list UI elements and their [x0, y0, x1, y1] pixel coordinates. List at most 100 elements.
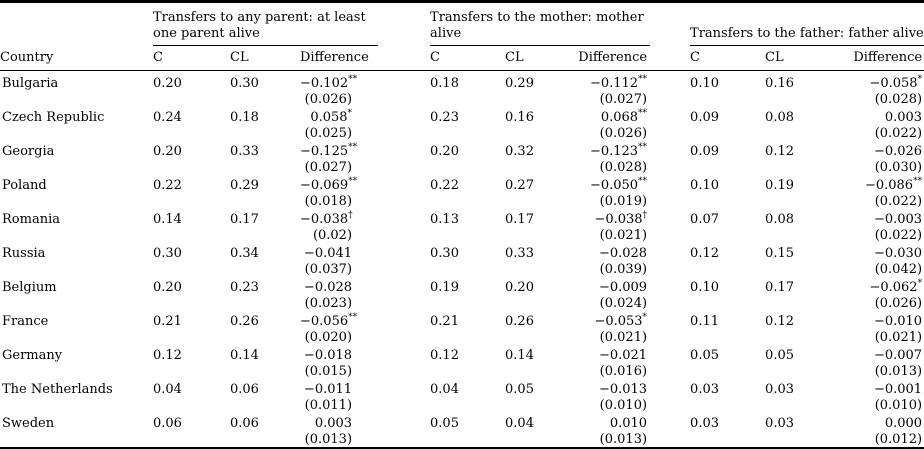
- significance-marker: †: [642, 210, 648, 221]
- difference-value: −0.058*: [869, 74, 923, 91]
- cl-value-cell: 0.03: [765, 416, 794, 431]
- cl-value-cell: 0.04: [505, 416, 534, 431]
- country-header-spacer: [0, 2, 153, 46]
- cl-value-cell: 0.33: [505, 246, 534, 261]
- c-value-cell: 0.21: [153, 314, 182, 329]
- spacer-cell: [378, 379, 430, 413]
- cl-value-cell: 0.34: [230, 246, 259, 261]
- difference-value: −0.041: [303, 246, 353, 261]
- cl-value-cell: 0.18: [230, 110, 259, 125]
- cl-value-cell: 0.12: [765, 144, 794, 159]
- significance-marker: *: [917, 278, 923, 289]
- standard-error: (0.024): [599, 296, 648, 311]
- spacer-cell: [378, 107, 430, 141]
- spacer-cell: [650, 175, 690, 209]
- c-value-cell: 0.12: [153, 348, 182, 363]
- standard-error: (0.025): [304, 126, 353, 141]
- difference-value: −0.102**: [300, 74, 358, 91]
- difference-cell: −0.062* (0.026): [837, 277, 924, 311]
- cl-value-cell: 0.03: [765, 382, 794, 397]
- country-column-header: Country: [0, 45, 153, 71]
- table-header: Transfers to any parent: at least one pa…: [0, 1, 924, 71]
- cl-value-cell: 0.17: [505, 212, 534, 227]
- spacer-cell: [650, 107, 690, 141]
- difference-value: −0.009: [598, 280, 648, 295]
- difference-cell: 0.068** (0.026): [577, 107, 650, 141]
- cl-value-cell: 0.08: [765, 110, 794, 125]
- column-gap: [650, 45, 691, 71]
- cl-value-cell: 0.14: [505, 348, 534, 363]
- difference-cell: −0.112** (0.027): [577, 71, 650, 107]
- significance-marker: **: [348, 74, 358, 85]
- standard-error: (0.02): [312, 228, 353, 243]
- c-value-cell: 0.30: [153, 246, 182, 261]
- difference-cell: −0.018 (0.015): [300, 345, 378, 379]
- standard-error: (0.015): [304, 364, 353, 379]
- c-value-cell: 0.10: [690, 178, 719, 193]
- standard-error: (0.013): [304, 432, 353, 447]
- standard-error: (0.039): [599, 262, 648, 277]
- cl-value-cell: 0.26: [230, 314, 259, 329]
- difference-cell: −0.013 (0.010): [577, 379, 650, 413]
- standard-error: (0.010): [874, 398, 923, 413]
- difference-value: −0.053*: [594, 312, 648, 329]
- table-body: Bulgaria 0.20 0.30 −0.102** (0.026) 0.18 0.29−…: [0, 71, 924, 449]
- difference-value: 0.000: [884, 416, 923, 431]
- spacer-cell: [378, 243, 430, 277]
- spacer-cell: [378, 71, 430, 108]
- standard-error: (0.018): [304, 194, 353, 209]
- difference-cell: −0.003 (0.022): [837, 209, 924, 243]
- standard-error: (0.020): [304, 330, 353, 345]
- cl-value-cell: 0.16: [765, 76, 794, 91]
- difference-value: −0.038†: [300, 210, 353, 227]
- standard-error: (0.019): [599, 194, 648, 209]
- standard-error: (0.028): [599, 160, 648, 175]
- significance-marker: **: [638, 142, 648, 153]
- country-cell: Belgium: [2, 280, 57, 295]
- c-value-cell: 0.04: [153, 382, 182, 397]
- country-cell: Bulgaria: [2, 76, 59, 91]
- difference-value: 0.010: [609, 416, 648, 431]
- country-cell: Germany: [2, 348, 63, 363]
- standard-error: (0.026): [874, 296, 923, 311]
- difference-cell: −0.028 (0.039): [577, 243, 650, 277]
- c-value-cell: 0.23: [430, 110, 459, 125]
- table-row: Russia 0.30 0.34 −0.041 (0.037) 0.30 0.33 −0.02…: [0, 243, 924, 277]
- difference-cell: −0.069** (0.018): [300, 175, 378, 209]
- difference-value: −0.050**: [589, 176, 648, 193]
- c-value-cell: 0.20: [153, 144, 182, 159]
- spacer-cell: [378, 345, 430, 379]
- difference-value: −0.123**: [589, 142, 648, 159]
- significance-marker: **: [638, 74, 648, 85]
- significance-marker: *: [917, 74, 923, 85]
- difference-cell: −0.123** (0.028): [577, 141, 650, 175]
- standard-error: (0.011): [304, 398, 353, 413]
- group-header-any-parent: Transfers to any parent: at least one pa…: [153, 1, 379, 46]
- group-gap: [650, 2, 690, 46]
- standard-error: (0.027): [599, 92, 648, 107]
- country-cell: Russia: [2, 246, 46, 261]
- c-value-cell: 0.05: [430, 416, 459, 431]
- cl-value-cell: 0.32: [505, 144, 534, 159]
- standard-error: (0.026): [304, 92, 353, 107]
- col-header-difference: Difference: [577, 45, 651, 71]
- cl-value-cell: 0.29: [230, 178, 259, 193]
- standard-error: (0.023): [304, 296, 353, 311]
- c-value-cell: 0.22: [153, 178, 182, 193]
- spacer-cell: [650, 413, 690, 448]
- difference-cell: −0.056** (0.020): [300, 311, 378, 345]
- cl-value-cell: 0.33: [230, 144, 259, 159]
- difference-value: −0.001: [873, 382, 923, 397]
- col-header-cl: CL: [230, 45, 300, 71]
- spacer-cell: [650, 243, 690, 277]
- difference-value: 0.003: [884, 110, 923, 125]
- significance-marker: **: [348, 142, 358, 153]
- c-value-cell: 0.09: [690, 110, 719, 125]
- c-value-cell: 0.18: [430, 76, 459, 91]
- c-value-cell: 0.22: [430, 178, 459, 193]
- cl-value-cell: 0.27: [505, 178, 534, 193]
- group-gap: [378, 2, 430, 46]
- difference-cell: −0.086** (0.022): [837, 175, 924, 209]
